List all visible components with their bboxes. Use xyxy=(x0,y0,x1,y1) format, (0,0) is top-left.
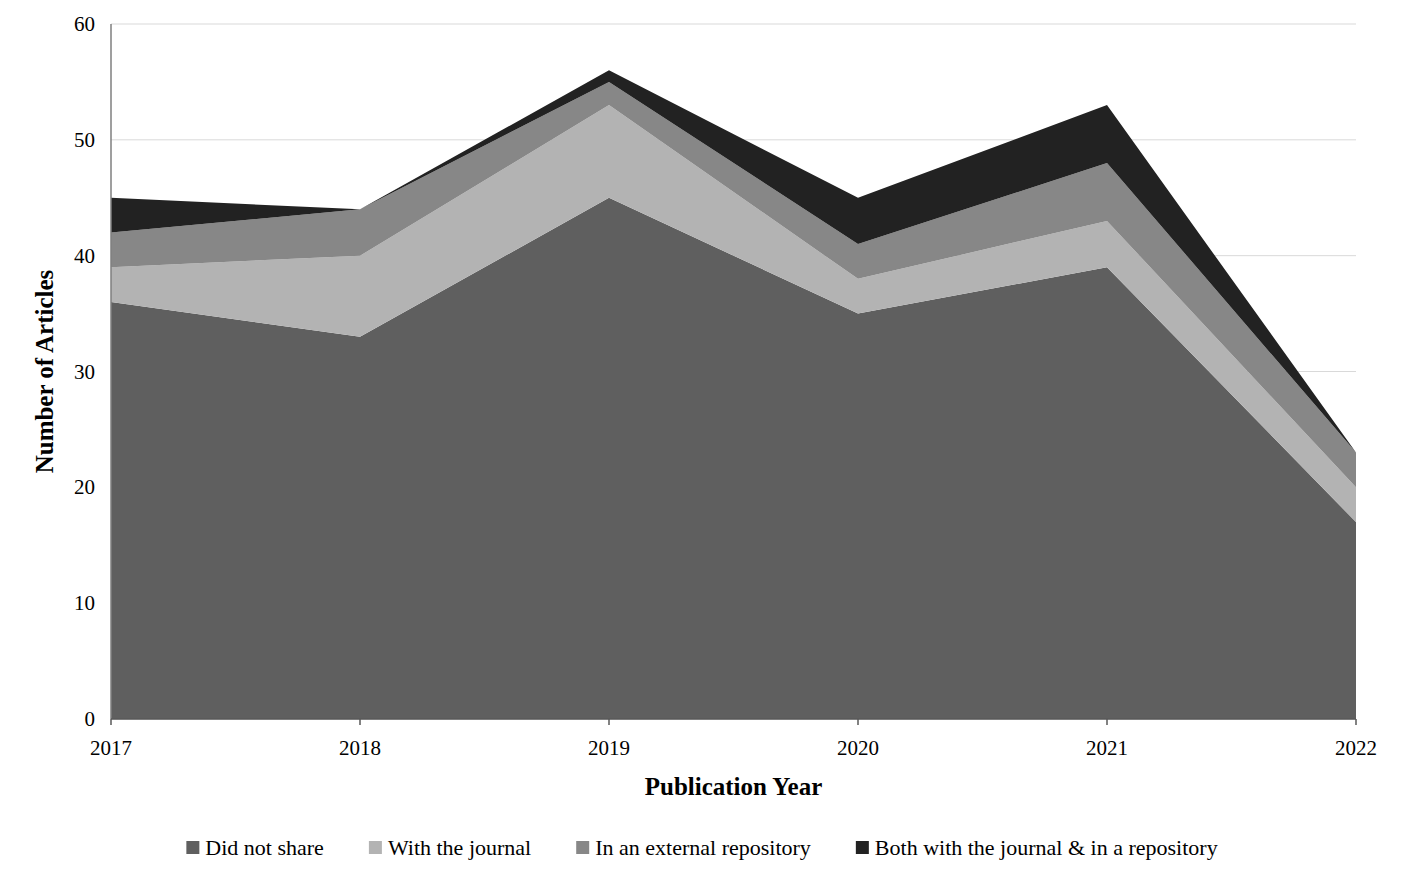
x-tick-label: 2017 xyxy=(90,736,132,760)
y-tick-label: 50 xyxy=(74,128,95,152)
x-tick-label: 2019 xyxy=(588,736,630,760)
legend-swatch xyxy=(186,841,199,854)
y-tick-label: 0 xyxy=(85,707,96,731)
x-tick-label: 2018 xyxy=(339,736,381,760)
legend: Did not share With the journal In an exter… xyxy=(186,835,1217,860)
grid-line xyxy=(111,24,1356,25)
x-tick-label: 2020 xyxy=(837,736,879,760)
y-tick-label: 60 xyxy=(74,12,95,36)
x-tick-label: 2021 xyxy=(1086,736,1128,760)
legend-swatch xyxy=(856,841,869,854)
x-axis-title: Publication Year xyxy=(645,773,823,800)
x-axis xyxy=(111,718,1356,720)
y-tick-label: 30 xyxy=(74,360,95,384)
x-tick xyxy=(1355,719,1357,725)
legend-label: With the journal xyxy=(388,835,531,860)
area xyxy=(111,70,1356,452)
x-tick xyxy=(359,719,361,725)
y-tick-label: 40 xyxy=(74,244,95,268)
y-tick-label: 20 xyxy=(74,475,95,499)
legend-swatch xyxy=(369,841,382,854)
x-tick xyxy=(608,719,610,725)
legend-swatch xyxy=(576,841,589,854)
x-tick xyxy=(857,719,859,725)
x-tick xyxy=(110,719,112,725)
legend-label: Both with the journal & in a repository xyxy=(875,835,1218,860)
chart: 0 10 20 30 40 50 60 2017 2018 2019 2020 2021 2022 Pub… xyxy=(0,0,1404,880)
legend-label: In an external repository xyxy=(595,835,811,860)
x-tick xyxy=(1106,719,1108,725)
areas xyxy=(111,70,1356,719)
y-axis xyxy=(110,24,112,719)
y-axis-title: Number of Articles xyxy=(31,269,58,473)
y-tick-label: 10 xyxy=(74,591,95,615)
grid-line xyxy=(111,719,1356,720)
legend-label: Did not share xyxy=(205,835,324,860)
x-tick-label: 2022 xyxy=(1335,736,1377,760)
grid xyxy=(111,24,1356,719)
